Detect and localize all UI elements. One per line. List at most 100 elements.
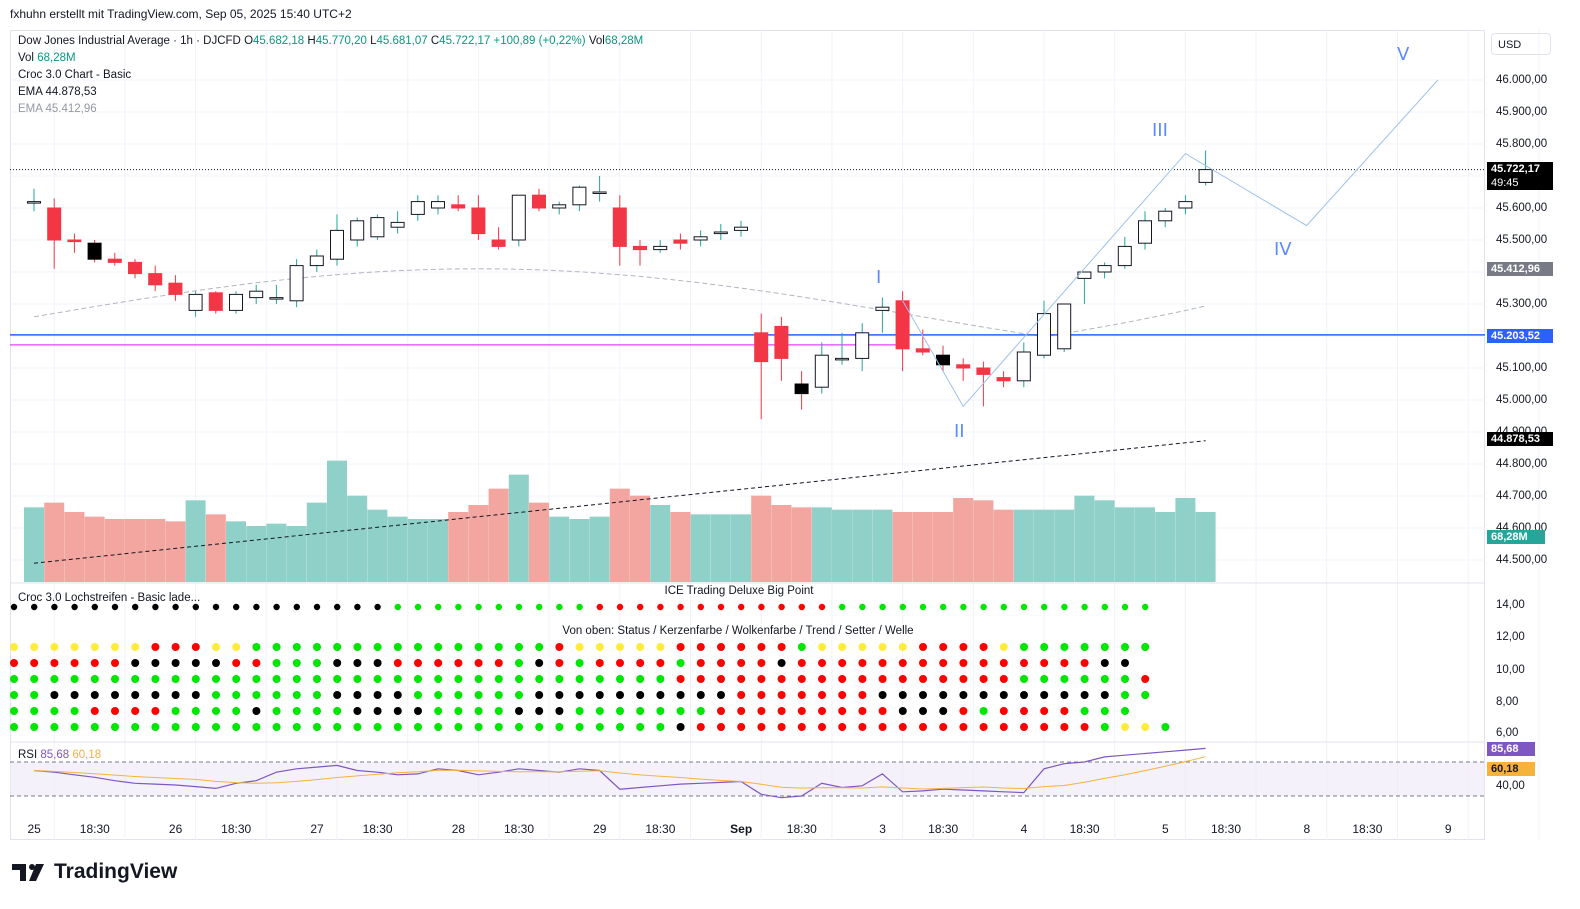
status-dot (777, 691, 786, 699)
big-point-dot (91, 603, 99, 611)
status-dot (555, 691, 564, 699)
volume-bar (246, 526, 267, 582)
volume-bar (650, 505, 671, 582)
status-dot (90, 643, 99, 651)
tradingview-logo[interactable]: TradingView (12, 860, 177, 884)
status-dot (818, 675, 826, 683)
status-dot (797, 659, 806, 667)
status-dot (272, 691, 281, 699)
status-dot (919, 659, 927, 667)
status-dot (797, 675, 806, 683)
big-point-dot (879, 603, 886, 611)
volume-bar (993, 509, 1014, 582)
status-dot (1060, 723, 1069, 731)
status-dot (838, 675, 847, 683)
big-point-dot (556, 603, 563, 611)
status-dot (939, 675, 948, 683)
time-tick: Sep (730, 822, 753, 836)
status-dot (1141, 691, 1150, 699)
big-point-dot (354, 603, 361, 611)
status-dot (50, 691, 59, 699)
status-dot (999, 643, 1008, 651)
legend-low: 45.681,07 (376, 35, 428, 47)
status-dot (1141, 675, 1150, 683)
legend-vol-study[interactable]: Vol 68,28M (18, 52, 76, 64)
status-dot (1060, 691, 1069, 699)
status-dot (252, 675, 261, 683)
status-dot (616, 643, 624, 651)
status-dot (131, 691, 140, 699)
volume-bar (205, 514, 226, 582)
volume-bar (64, 512, 85, 582)
legend-croc-study[interactable]: Croc 3.0 Chart - Basic (18, 69, 132, 81)
price-tick: 45.300,00 (1496, 298, 1548, 310)
status-dot (212, 707, 220, 715)
volume-bar (387, 516, 408, 582)
status-dot (373, 675, 382, 683)
volume-bar (892, 512, 913, 582)
volume-bar (589, 516, 610, 582)
legend-ema-slow[interactable]: EMA 45.412,96 (18, 103, 97, 115)
status-dot (393, 659, 402, 667)
wave-label-4[interactable]: IV (1274, 239, 1292, 260)
candle-body (208, 292, 223, 311)
status-dot (636, 707, 645, 715)
wave-label-2[interactable]: II (954, 421, 965, 442)
status-dot (656, 659, 665, 667)
status-dot (232, 659, 241, 667)
candle-body (289, 265, 304, 302)
candle-body (1158, 210, 1173, 222)
lochstreifen-label[interactable]: Croc 3.0 Lochstreifen - Basic lade... (18, 592, 201, 604)
big-point-dot (859, 603, 866, 611)
big-point-dot (839, 603, 846, 611)
price-tick: 44.700,00 (1496, 490, 1548, 502)
big-point-dot (940, 603, 947, 611)
status-dot (70, 723, 79, 731)
volume-bar (125, 519, 145, 582)
status-dot (373, 659, 382, 667)
candle-body (754, 332, 769, 363)
status-dot (70, 691, 79, 699)
status-dot (737, 707, 746, 715)
volume-bar (771, 505, 792, 582)
time-tick: 25 (27, 822, 41, 836)
status-dot (898, 675, 907, 683)
status-dot (1121, 723, 1129, 731)
status-dot (838, 691, 847, 699)
status-dot (111, 723, 119, 731)
status-dot (878, 691, 887, 699)
big-point-dot (758, 603, 765, 611)
status-dot (535, 643, 544, 651)
status-dot (1020, 691, 1028, 699)
price-tick: 44.500,00 (1496, 554, 1548, 566)
legend-ema-fast[interactable]: EMA 44.878,53 (18, 86, 97, 98)
status-dot (414, 643, 422, 651)
status-dot (10, 675, 18, 683)
currency-button[interactable]: USD (1491, 33, 1551, 55)
status-dot (818, 643, 826, 651)
candle-body (592, 191, 607, 194)
legend-symbol[interactable]: Dow Jones Industrial Average · 1h · DJCF… (18, 35, 241, 47)
status-dot (838, 723, 847, 731)
status-dot (151, 643, 160, 651)
status-dot (50, 707, 59, 715)
candle-body (552, 204, 567, 209)
status-dot (30, 659, 39, 667)
volume-bar (1054, 509, 1075, 582)
wave-label-5[interactable]: V (1397, 44, 1410, 65)
legend-c-label: C (430, 35, 440, 47)
legend-l-label: L (370, 35, 377, 47)
wave-label-1[interactable]: I (876, 267, 882, 288)
volume-bar (407, 519, 428, 582)
wave-label-3[interactable]: III (1152, 120, 1168, 141)
legend-rsi[interactable]: RSI 85,68 60,18 (18, 749, 101, 761)
status-dot (999, 707, 1008, 715)
big-point-dot (31, 603, 38, 611)
status-dot (535, 723, 544, 731)
big-point-title[interactable]: ICE Trading Deluxe Big Point (664, 585, 814, 597)
status-dot (131, 675, 140, 683)
status-dot (313, 723, 321, 731)
dot-pane-tick: 8,00 (1496, 696, 1519, 708)
price-tick: 46.000,00 (1496, 74, 1548, 86)
